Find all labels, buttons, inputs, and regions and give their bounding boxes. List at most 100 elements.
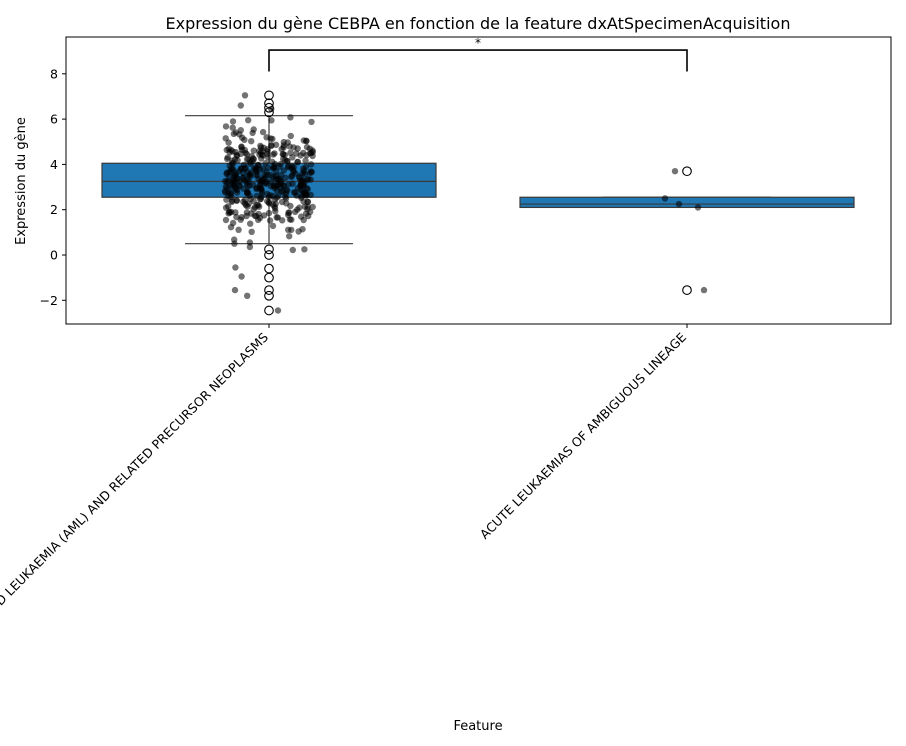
strip-point (252, 212, 260, 220)
strip-point (301, 246, 308, 253)
outlier-marker (264, 290, 274, 301)
strip-point (257, 178, 264, 185)
outlier-marker (682, 166, 692, 177)
strip-point (258, 185, 265, 192)
strip-point (233, 152, 240, 159)
strip-point (243, 156, 251, 163)
strip-point (264, 198, 271, 205)
strip-point (299, 170, 306, 177)
strip-point (297, 177, 304, 184)
strip-point (221, 187, 229, 195)
strip-point (283, 187, 290, 194)
strip-point (307, 149, 315, 157)
strip-point (276, 163, 283, 170)
strip-point (272, 141, 280, 148)
strip-point (277, 180, 284, 187)
strip-point (263, 134, 270, 141)
strip-point (286, 233, 293, 240)
strip-point (254, 172, 261, 179)
strip-point (280, 142, 287, 149)
strip-point (265, 209, 273, 217)
strip-point (279, 217, 286, 224)
y-tick-label: 6 (50, 112, 58, 127)
strip-point (287, 149, 294, 156)
strip-point (250, 147, 257, 154)
strip-point (259, 165, 267, 172)
significance-label: * (475, 36, 481, 50)
strip-point (294, 206, 301, 213)
strip-point (238, 273, 245, 280)
outlier-marker (682, 285, 692, 295)
strip-point (269, 201, 277, 208)
strip-point (285, 162, 292, 170)
strip-point (280, 167, 288, 174)
strip-point (286, 209, 293, 216)
strip-point (279, 151, 286, 158)
strip-point (294, 158, 301, 166)
strip-point (304, 203, 311, 210)
strip-point (266, 217, 274, 224)
strip-point (229, 124, 236, 131)
strip-point (231, 286, 239, 294)
strip-point (229, 178, 236, 186)
strip-point (700, 286, 708, 294)
strip-point (247, 195, 254, 202)
strip-point (233, 170, 240, 177)
strip-point (232, 264, 239, 271)
strip-point (307, 161, 315, 168)
strip-point (245, 117, 252, 124)
strip-point (264, 164, 272, 171)
outlier-marker (264, 305, 274, 316)
strip-point (244, 189, 251, 196)
strip-point (251, 204, 259, 211)
strip-point (300, 198, 307, 205)
strip-point (246, 243, 254, 251)
box-iqr (519, 196, 855, 209)
strip-point (225, 203, 232, 210)
strip-point (671, 167, 679, 175)
y-axis-label: Expression du gène (14, 117, 29, 245)
strip-point (268, 141, 275, 149)
strip-point (300, 149, 307, 157)
y-tick-label: −2 (40, 293, 58, 308)
strip-point (308, 118, 315, 126)
outlier-marker (264, 244, 274, 255)
outlier-marker (264, 102, 274, 113)
strip-point (230, 130, 237, 138)
strip-point (235, 226, 242, 233)
strip-point (285, 226, 292, 233)
outlier-marker (264, 272, 274, 283)
strip-point (253, 164, 260, 172)
strip-point (247, 220, 254, 227)
strip-point (694, 204, 702, 211)
strip-point (260, 212, 268, 219)
x-axis-label: Feature (453, 719, 502, 734)
strip-point (303, 137, 310, 145)
strip-point (309, 203, 316, 211)
y-tick-label: 8 (50, 66, 58, 81)
plot-frame (65, 36, 892, 325)
y-tick-label: 2 (50, 202, 58, 217)
strip-point (675, 200, 683, 208)
strip-point (239, 134, 246, 141)
strip-point (248, 228, 255, 235)
strip-point (270, 173, 277, 180)
strip-point (269, 192, 276, 200)
strip-point (241, 92, 249, 99)
strip-point (250, 156, 257, 163)
strip-point (302, 157, 309, 164)
strip-point (259, 128, 267, 136)
strip-point (289, 180, 296, 187)
strip-point (229, 219, 237, 227)
strip-point (302, 163, 310, 171)
strip-point (238, 146, 246, 153)
outlier-marker (264, 250, 274, 260)
strip-point (225, 210, 232, 217)
outlier-marker (264, 90, 274, 101)
strip-point (284, 158, 291, 165)
strip-point (238, 214, 245, 221)
strip-point (246, 239, 254, 246)
strip-point (257, 144, 265, 151)
strip-point (286, 216, 294, 223)
